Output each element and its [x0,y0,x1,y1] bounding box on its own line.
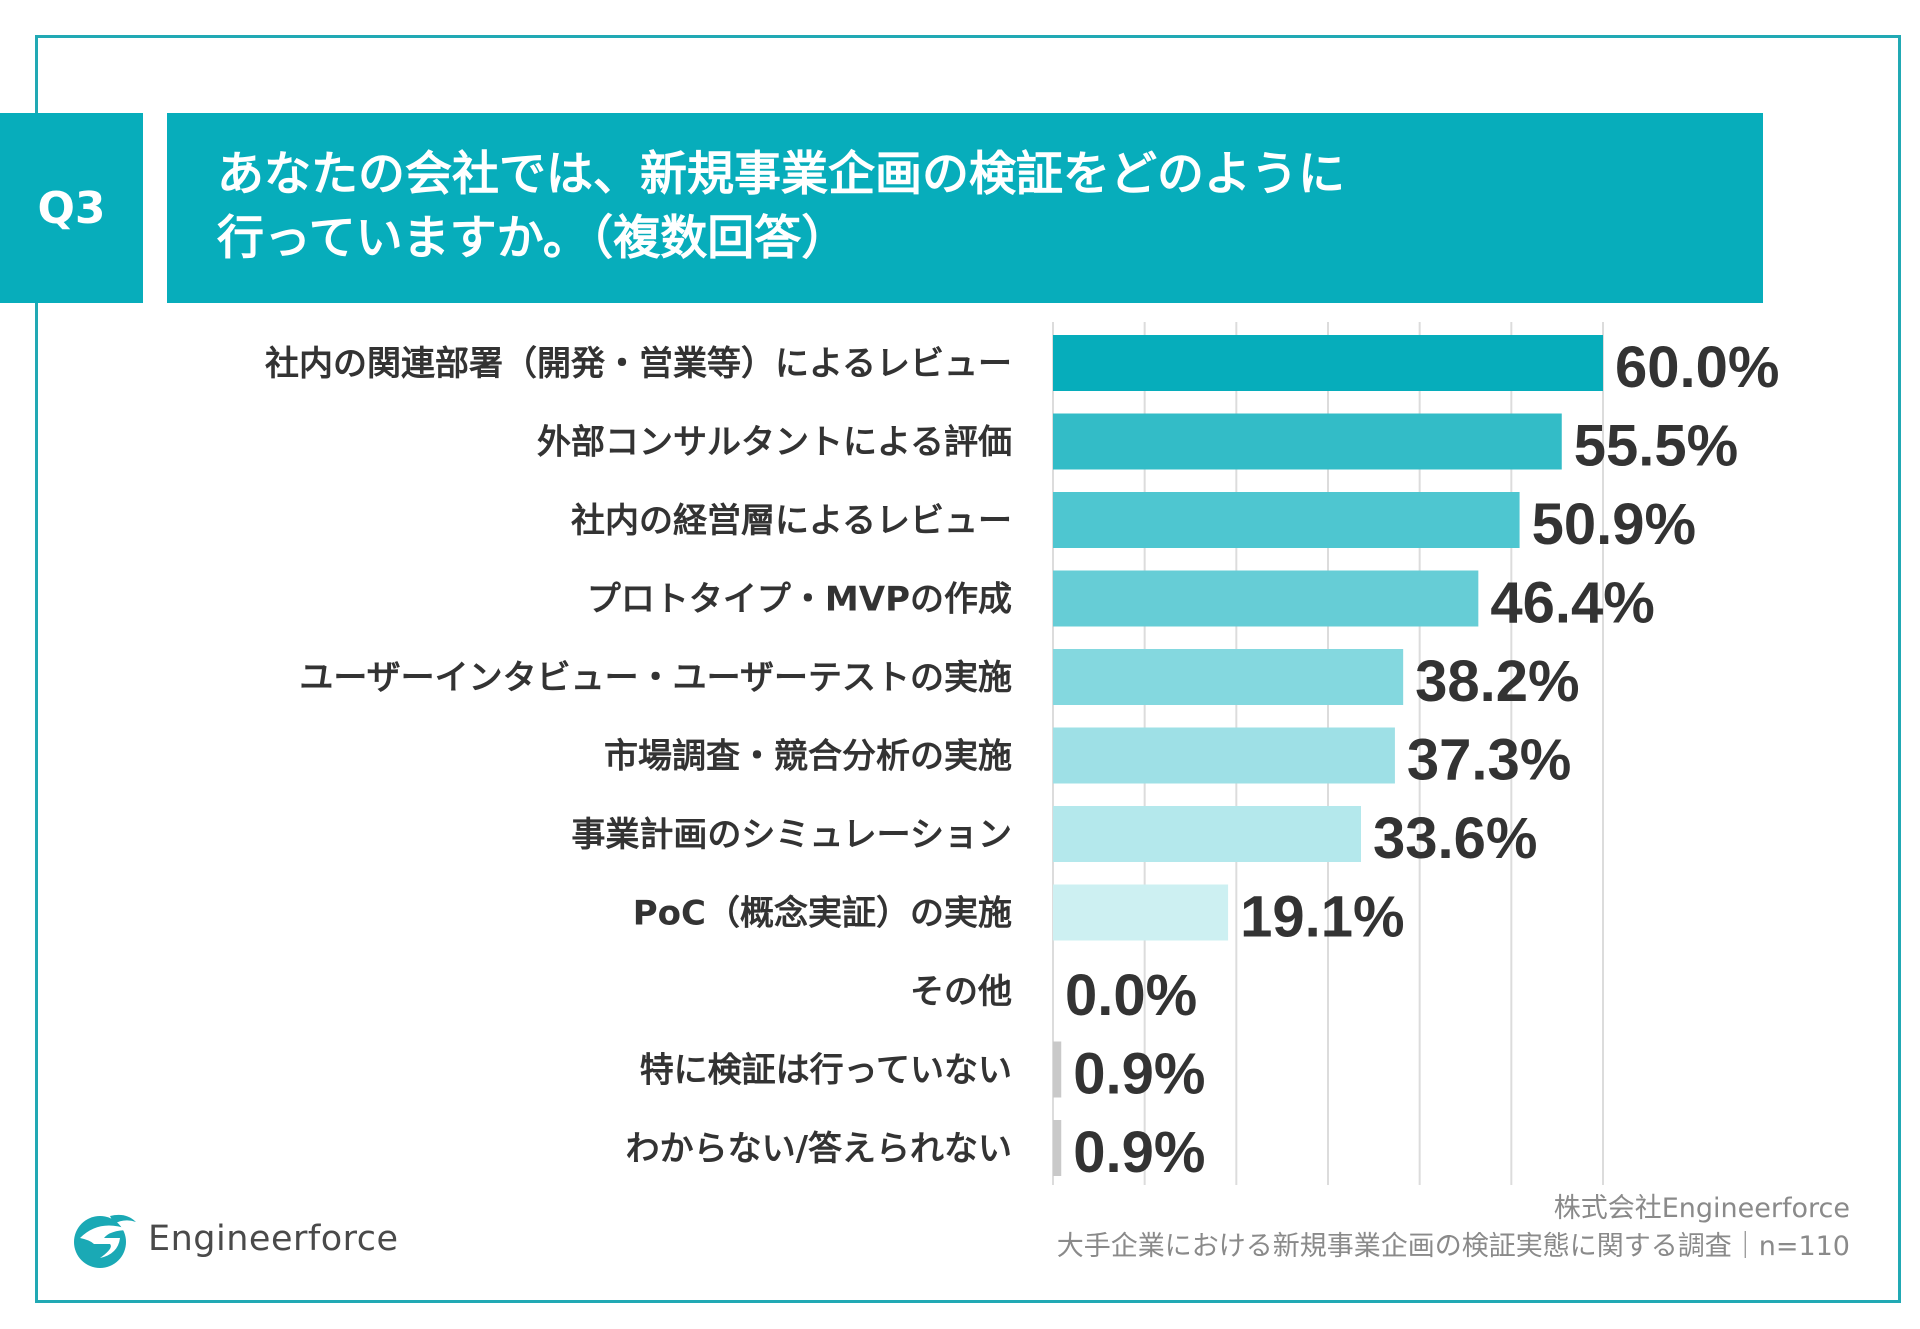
category-label: PoC（概念実証）の実施 [633,894,1012,934]
bar [1053,1041,1062,1098]
value-label: 38.2% [1415,649,1579,714]
value-label: 0.9% [1073,1042,1205,1107]
question-title-line-1: あなたの会社では、新規事業企画の検証をどのように [217,147,1345,202]
footer-survey: 大手企業における新規事業企画の検証実態に関する調査｜n=110 [1056,1231,1850,1262]
category-label: 社内の関連部署（開発・営業等）によるレビュー [265,344,1012,384]
category-label: わからない/答えられない [626,1129,1012,1169]
bar [1053,413,1562,470]
value-label: 19.1% [1240,885,1404,950]
question-badge: Q3 [0,113,143,303]
category-label: 外部コンサルタントによる評価 [537,423,1012,463]
bar [1053,1120,1062,1176]
bar [1053,570,1479,627]
category-label: 市場調査・競合分析の実施 [604,737,1012,777]
bar [1053,335,1603,391]
logo: Engineerforce [70,1208,399,1270]
title-bar: あなたの会社では、新規事業企画の検証をどのように 行っていますか。（複数回答） [167,113,1763,303]
bar [1053,884,1229,941]
category-label: ユーザーインタビュー・ユーザーテストの実施 [299,658,1012,698]
category-label: 事業計画のシミュレーション [571,815,1012,855]
frame-border [35,35,1901,1303]
value-label: 60.0% [1615,335,1779,400]
value-label: 55.5% [1574,414,1738,479]
bar [1053,806,1361,862]
engineerforce-logo-icon [74,1214,136,1268]
category-label: プロトタイプ・MVPの作成 [587,580,1012,620]
category-label: 社内の経営層によるレビュー [571,501,1012,541]
footer-credit: 株式会社Engineerforce 大手企業における新規事業企画の検証実態に関す… [1057,1190,1850,1266]
value-label: 0.0% [1065,963,1197,1028]
category-label: 特に検証は行っていない [640,1051,1012,1091]
value-label: 46.4% [1490,571,1654,636]
bar [1053,649,1404,705]
bar [1053,727,1395,784]
value-label: 37.3% [1407,728,1571,793]
value-label: 0.9% [1073,1120,1205,1185]
question-title-line-2: 行っていますか。（複数回答） [217,211,849,266]
value-label: 33.6% [1373,806,1537,871]
category-label: その他 [910,972,1012,1012]
value-label: 50.9% [1532,492,1696,557]
footer-company: 株式会社Engineerforce [1553,1193,1850,1224]
bar [1053,492,1520,548]
logo-text: Engineerforce [148,1219,399,1259]
